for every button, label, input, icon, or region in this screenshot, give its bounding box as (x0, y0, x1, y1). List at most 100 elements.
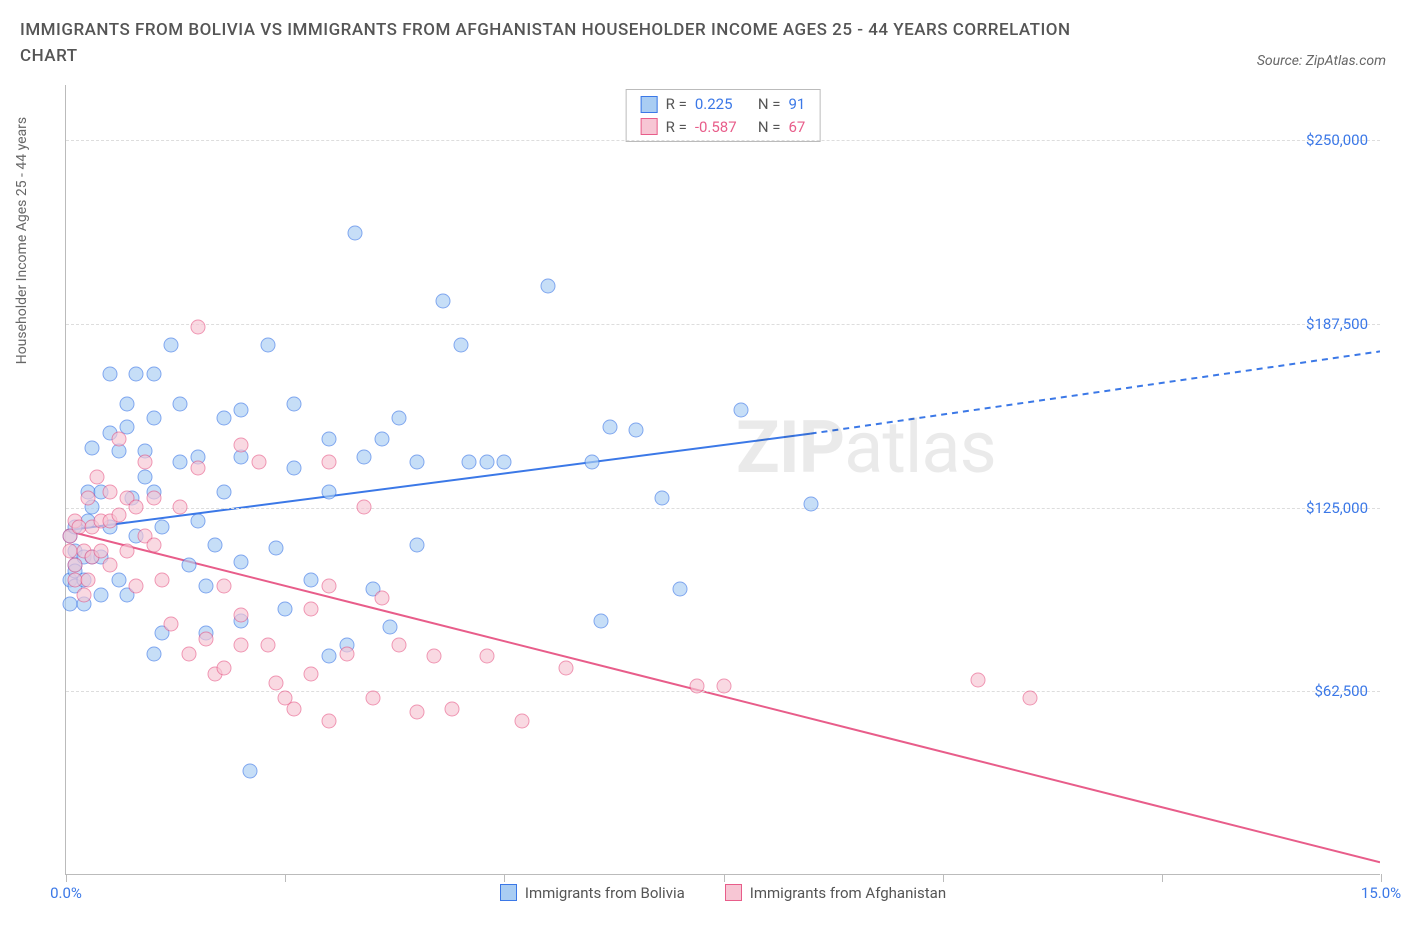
data-point (322, 649, 337, 664)
data-point (137, 455, 152, 470)
data-point (558, 661, 573, 676)
data-point (85, 440, 100, 455)
data-point (146, 537, 161, 552)
y-tick-label: $125,000 (1306, 499, 1368, 517)
data-point (80, 573, 95, 588)
data-point (322, 455, 337, 470)
data-point (120, 396, 135, 411)
data-point (374, 431, 389, 446)
data-point (427, 649, 442, 664)
legend-item: Immigrants from Afghanistan (725, 884, 946, 902)
data-point (585, 455, 600, 470)
data-point (392, 411, 407, 426)
chart-area: Householder Income Ages 25 - 44 years ZI… (50, 85, 1380, 875)
data-point (129, 578, 144, 593)
regression-line (811, 351, 1380, 433)
data-point (102, 367, 117, 382)
data-point (655, 490, 670, 505)
grid-line (66, 140, 1380, 141)
data-point (1023, 690, 1038, 705)
data-point (672, 581, 687, 596)
data-point (286, 461, 301, 476)
data-point (172, 396, 187, 411)
data-point (181, 558, 196, 573)
data-point (111, 431, 126, 446)
x-tick (504, 874, 505, 882)
data-point (322, 714, 337, 729)
data-point (444, 702, 459, 717)
data-point (970, 673, 985, 688)
grid-line (66, 508, 1380, 509)
data-point (120, 543, 135, 558)
data-point (181, 646, 196, 661)
data-point (172, 455, 187, 470)
data-point (190, 320, 205, 335)
data-point (322, 578, 337, 593)
data-point (628, 423, 643, 438)
data-point (269, 675, 284, 690)
data-point (234, 555, 249, 570)
data-point (251, 455, 266, 470)
legend-swatch (500, 884, 517, 901)
data-point (339, 646, 354, 661)
x-tick (1162, 874, 1163, 882)
data-point (67, 558, 82, 573)
data-point (541, 279, 556, 294)
x-tick (66, 874, 67, 882)
legend-swatch (641, 96, 658, 113)
data-point (190, 514, 205, 529)
source-credit: Source: ZipAtlas.com (1257, 53, 1386, 69)
data-point (357, 499, 372, 514)
data-point (199, 578, 214, 593)
data-point (260, 337, 275, 352)
correlation-stats-box: R = 0.225N = 91R = -0.587N = 67 (626, 89, 821, 142)
data-point (146, 490, 161, 505)
data-point (435, 293, 450, 308)
data-point (216, 578, 231, 593)
legend-swatch (641, 118, 658, 135)
data-point (172, 499, 187, 514)
data-point (804, 496, 819, 511)
data-point (216, 661, 231, 676)
data-point (234, 637, 249, 652)
data-point (409, 455, 424, 470)
data-point (129, 367, 144, 382)
stats-row: R = 0.225N = 91 (641, 93, 806, 116)
x-tick (1381, 874, 1382, 882)
chart-title: IMMIGRANTS FROM BOLIVIA VS IMMIGRANTS FR… (20, 18, 1120, 69)
x-tick (943, 874, 944, 882)
data-point (734, 402, 749, 417)
data-point (278, 602, 293, 617)
data-point (690, 678, 705, 693)
data-point (155, 573, 170, 588)
data-point (357, 449, 372, 464)
regression-line (66, 531, 1380, 863)
data-point (602, 420, 617, 435)
scatter-plot: ZIPatlas R = 0.225N = 91R = -0.587N = 67… (65, 85, 1380, 875)
data-point (497, 455, 512, 470)
data-point (409, 537, 424, 552)
data-point (269, 540, 284, 555)
data-point (137, 470, 152, 485)
data-point (199, 631, 214, 646)
data-point (76, 587, 91, 602)
data-point (94, 543, 109, 558)
data-point (304, 667, 319, 682)
data-point (234, 402, 249, 417)
data-point (322, 484, 337, 499)
data-point (111, 573, 126, 588)
x-tick (724, 874, 725, 882)
data-point (286, 396, 301, 411)
data-point (102, 484, 117, 499)
data-point (216, 411, 231, 426)
legend-swatch (725, 884, 742, 901)
data-point (479, 649, 494, 664)
data-point (392, 637, 407, 652)
data-point (234, 437, 249, 452)
data-point (383, 620, 398, 635)
x-tick-label: 0.0% (50, 884, 82, 902)
y-tick-label: $62,500 (1314, 682, 1368, 700)
y-axis-label: Householder Income Ages 25 - 44 years (14, 117, 30, 364)
data-point (348, 226, 363, 241)
data-point (208, 537, 223, 552)
